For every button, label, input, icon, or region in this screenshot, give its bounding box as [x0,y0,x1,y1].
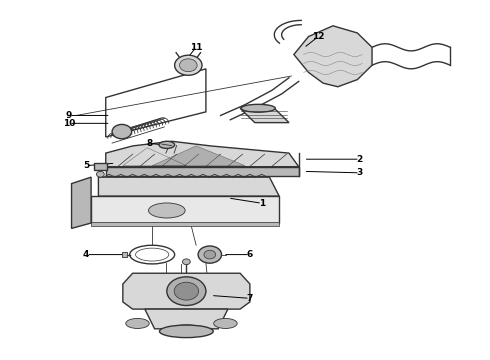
Polygon shape [106,69,206,137]
Circle shape [174,282,198,300]
Circle shape [198,246,221,263]
Polygon shape [122,252,127,257]
Ellipse shape [126,319,149,328]
Text: 5: 5 [83,161,89,170]
Polygon shape [152,146,245,166]
Ellipse shape [159,325,213,338]
Polygon shape [106,141,299,167]
Polygon shape [106,167,299,176]
Polygon shape [123,273,250,309]
Circle shape [179,59,197,72]
Text: 11: 11 [190,43,202,52]
Text: 8: 8 [147,139,153,148]
Ellipse shape [241,104,275,112]
Polygon shape [240,108,289,123]
Circle shape [97,171,104,177]
Ellipse shape [214,319,237,328]
Text: 2: 2 [357,155,363,164]
Ellipse shape [172,325,201,333]
Text: 4: 4 [83,250,89,259]
Circle shape [182,259,190,265]
Circle shape [112,125,132,139]
Text: 12: 12 [312,32,324,41]
Ellipse shape [148,203,185,218]
Circle shape [174,55,202,75]
Text: 9: 9 [66,111,73,120]
Polygon shape [294,26,372,87]
Circle shape [167,277,206,306]
Text: 6: 6 [247,250,253,259]
Polygon shape [94,163,107,170]
Text: 3: 3 [357,168,363,177]
Text: 10: 10 [63,119,75,128]
Polygon shape [145,309,228,329]
Ellipse shape [159,141,174,148]
Text: 7: 7 [246,294,253,303]
Polygon shape [72,177,91,228]
Text: 1: 1 [259,199,265,208]
Circle shape [204,250,216,259]
Polygon shape [98,177,279,196]
Polygon shape [91,196,279,223]
Polygon shape [91,222,279,226]
